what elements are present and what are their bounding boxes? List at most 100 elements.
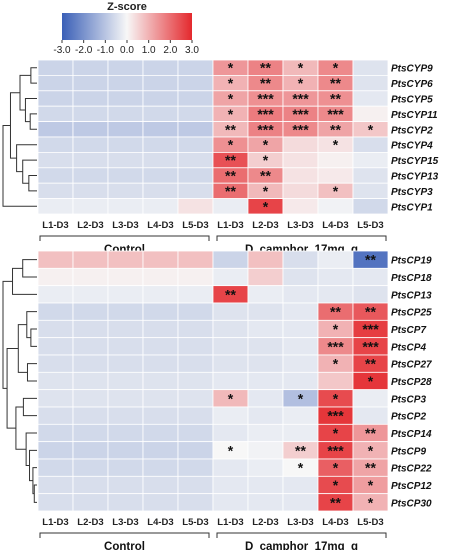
group-label-control: Control	[104, 541, 145, 550]
heatmap-cell	[37, 475, 74, 495]
heatmap-cell	[282, 493, 319, 512]
row-label: PtsCP9	[391, 446, 426, 457]
heatmap-cell	[282, 371, 319, 391]
dendrogram-branch	[26, 311, 37, 339]
heatmap-cell	[212, 198, 249, 215]
heatmap-cell	[247, 371, 284, 391]
column-label: L5-D3	[357, 220, 383, 231]
dendrogram-branch	[26, 363, 37, 382]
heatmap-cell	[37, 285, 74, 304]
heatmap-cell	[282, 319, 319, 339]
heatmap-cell	[352, 151, 389, 169]
row-labels-cp: PtsCP19 PtsCP18 PtsCP13 PtsCP25 PtsCP7 PtsCP4…	[391, 256, 432, 510]
heatmap-cell	[247, 441, 284, 460]
dendrogram-branch	[9, 92, 20, 159]
heatmap-cell	[37, 90, 74, 107]
heatmap-cell	[72, 371, 109, 391]
column-label: L3-D3	[112, 220, 138, 231]
row-dendrogram-cyp	[2, 67, 37, 207]
heatmap-cell	[352, 59, 389, 76]
significance-stars: **	[225, 121, 236, 137]
significance-stars: *	[263, 152, 269, 168]
significance-stars: **	[225, 168, 236, 184]
significance-stars: **	[225, 152, 236, 168]
group-bracket-control	[39, 235, 210, 241]
heatmap-cell	[107, 302, 144, 321]
significance-stars: **	[295, 442, 306, 458]
dendrogram-branch	[29, 113, 37, 130]
heatmap-cell	[107, 337, 144, 356]
heatmap-cell	[352, 493, 389, 512]
row-dendrogram-cp	[2, 259, 37, 503]
heatmap-cell	[177, 337, 214, 356]
heatmap-cell	[37, 198, 74, 215]
colorbar-tick-label: 2.0	[163, 45, 177, 56]
dendrogram-branch	[30, 328, 37, 347]
significance-stars: *	[368, 121, 374, 137]
heatmap-cell	[37, 423, 74, 443]
group-labels-cp: Control D_camphor_17mg_g	[39, 532, 387, 550]
heatmap-cell	[142, 267, 179, 287]
heatmap-cell	[212, 371, 249, 391]
significance-stars: *	[298, 390, 304, 406]
heatmap-cell	[37, 267, 74, 287]
heatmap-cell	[72, 267, 109, 287]
heatmap-cell	[107, 75, 144, 92]
significance-stars: **	[330, 304, 341, 320]
heatmap-cell	[247, 458, 284, 477]
heatmap-cell	[282, 182, 319, 199]
column-label: L3-D3	[112, 517, 138, 528]
heatmap-cell	[37, 121, 74, 138]
heatmap-cell	[177, 250, 214, 269]
row-labels-cyp: PtsCYP9 PtsCYP6 PtsCYP5 PtsCYP11 PtsCYP2 PtsC…	[391, 64, 439, 214]
group-bracket-treatment	[216, 235, 387, 241]
row-label: PtsCP2	[391, 412, 426, 423]
heatmap-cell	[107, 285, 144, 304]
significance-stars: **	[365, 304, 376, 320]
heatmap-cell	[37, 319, 74, 339]
dendrogram-branch	[6, 348, 19, 429]
heatmap-cell	[107, 441, 144, 460]
heatmap-cell	[352, 167, 389, 184]
heatmap-cells-cyp: * ** * ** ** * *** *** *** *** *** *** ***** *** *** **…	[37, 59, 389, 215]
column-label: L2-D3	[252, 517, 278, 528]
heatmap-cell	[72, 354, 109, 373]
heatmap-cell	[72, 337, 109, 356]
heatmap-cell	[247, 319, 284, 339]
significance-stars: ***	[327, 408, 344, 424]
row-label: PtsCP14	[391, 429, 432, 440]
significance-stars: ***	[257, 121, 274, 137]
column-label: L4-D3	[322, 220, 348, 231]
heatmap-cell	[177, 371, 214, 391]
heatmap-cell	[247, 475, 284, 495]
row-label: PtsCYP3	[391, 187, 433, 198]
heatmap-cell	[247, 389, 284, 408]
heatmap-cell	[247, 354, 284, 373]
significance-stars: *	[333, 477, 339, 493]
heatmap-cell	[72, 198, 109, 215]
significance-stars: *	[263, 198, 269, 214]
heatmap-cell	[37, 493, 74, 512]
heatmap-cell	[282, 267, 319, 287]
heatmap-cell	[177, 121, 214, 138]
heatmap-cell	[282, 302, 319, 321]
heatmap-cell	[212, 406, 249, 425]
heatmap-cell	[37, 406, 74, 425]
significance-stars: ***	[257, 106, 274, 122]
heatmap-cell	[177, 90, 214, 107]
heatmap-cell	[107, 105, 144, 122]
row-label: PtsCP12	[391, 481, 432, 492]
heatmap-cell	[177, 493, 214, 512]
heatmap-cell	[317, 371, 354, 391]
column-label: L1-D3	[217, 517, 243, 528]
colorbar-tick-label: -3.0	[53, 45, 71, 56]
heatmap-cell	[107, 319, 144, 339]
heatmap-cell	[142, 354, 179, 373]
column-label: L5-D3	[182, 517, 208, 528]
heatmap-cell	[212, 267, 249, 287]
column-label: L1-D3	[42, 517, 68, 528]
column-label: L4-D3	[322, 517, 348, 528]
dendrogram-branch	[16, 144, 37, 173]
heatmap-cell	[72, 75, 109, 92]
heatmap-cell	[142, 441, 179, 460]
